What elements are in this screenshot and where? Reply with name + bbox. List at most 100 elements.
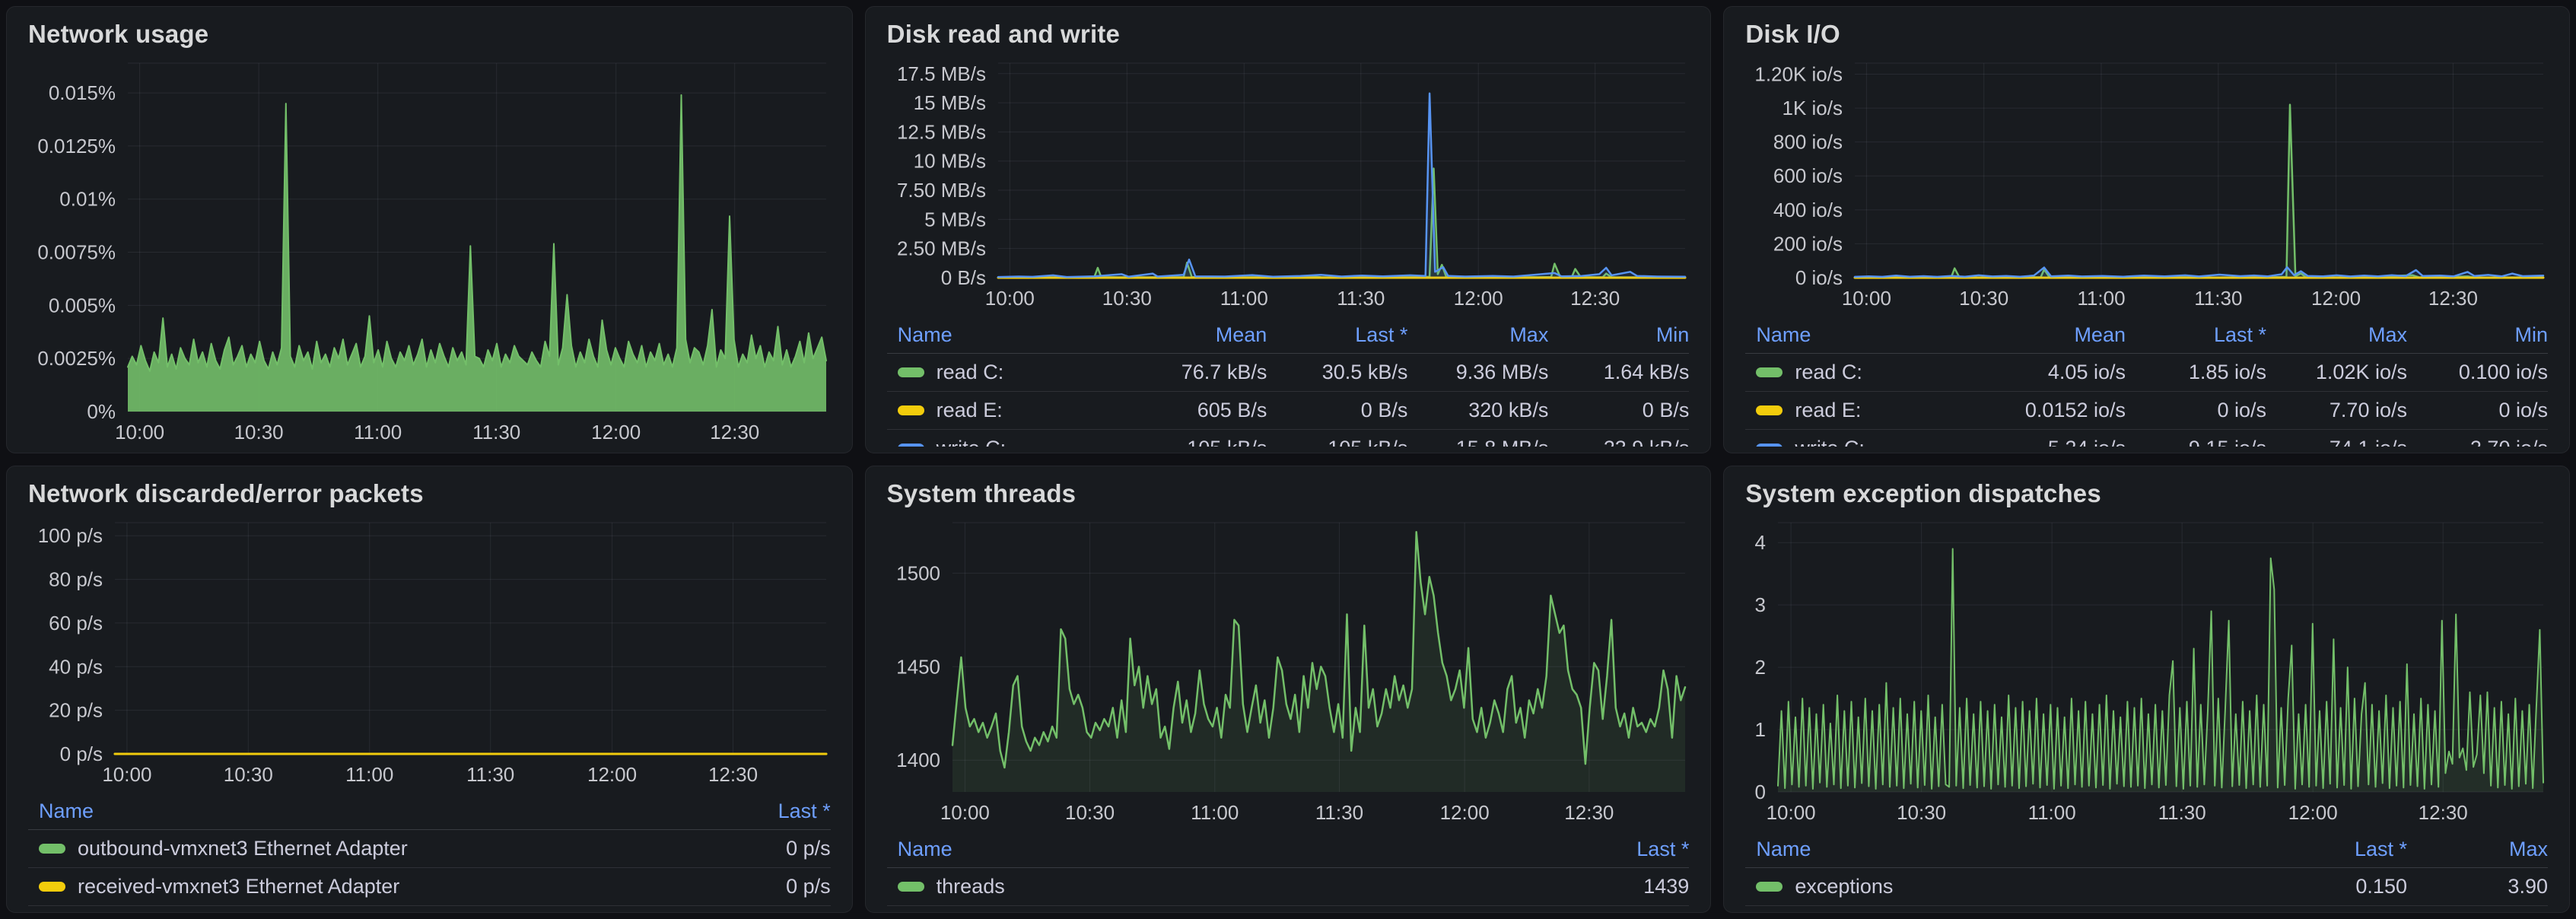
x-tick-label: 11:30 bbox=[1337, 287, 1385, 310]
y-tick-label: 1.20K io/s bbox=[1755, 62, 1843, 85]
legend-column-name[interactable]: Name bbox=[1756, 323, 1811, 346]
network-discarded-chart[interactable]: 0 p/s 20 p/s 40 p/s 60 p/s 80 p/s 100 p/s 10:0… bbox=[27, 515, 832, 789]
legend-column-min[interactable]: Min bbox=[2514, 323, 2548, 346]
legend-row: read E: 0.0152 io/s 0 io/s 7.70 io/s 0 io/s bbox=[1745, 392, 2548, 430]
x-tick-label: 10:30 bbox=[224, 763, 273, 786]
chart-canvas: 0 B/s 2.50 MB/s 5 MB/s 7.50 MB/s 10 MB/s 12.5… bbox=[897, 62, 1687, 310]
system-threads-chart[interactable]: 1400 1450 1500 10:00 10:30 11:00 11:30 12:00 12:… bbox=[886, 515, 1691, 827]
y-tick-label: 3 bbox=[1755, 593, 1766, 616]
panel-title[interactable]: System threads bbox=[886, 479, 1077, 507]
y-tick-label: 4 bbox=[1755, 531, 1766, 554]
y-tick-label: 2 bbox=[1755, 656, 1766, 679]
legend-column-last[interactable]: Last * bbox=[2213, 323, 2266, 346]
chart-canvas: 0 p/s 20 p/s 40 p/s 60 p/s 80 p/s 100 p/s 10:0… bbox=[38, 522, 828, 786]
legend-value: 15.8 MB/s bbox=[1407, 437, 1549, 447]
network-usage-chart[interactable]: 0% 0.0025% 0.005% 0.0075% 0.01% 0.0125% 0.015%… bbox=[27, 56, 832, 447]
panel-system-exception-dispatches: System exception dispatches 0 1 2 3 4 10:00 10… bbox=[1723, 466, 2570, 913]
x-tick-label: 12:30 bbox=[1564, 801, 1614, 824]
x-tick-label: 11:00 bbox=[1220, 287, 1267, 310]
legend-series-name[interactable]: exceptions bbox=[1745, 875, 2266, 898]
legend-row: threads 1439 bbox=[886, 868, 1690, 906]
legend-header: Name Last * bbox=[886, 832, 1690, 868]
legend-column-name[interactable]: Name bbox=[39, 800, 94, 822]
legend-series-name[interactable]: outbound-vmxnet3 Ethernet Adapter bbox=[28, 837, 690, 860]
y-tick-label: 1400 bbox=[896, 749, 940, 771]
series-label: threads bbox=[936, 875, 1005, 898]
y-tick-label: 1450 bbox=[896, 655, 940, 678]
legend-column-name[interactable]: Name bbox=[897, 323, 952, 346]
series-line bbox=[127, 94, 827, 372]
legend-series-name[interactable]: read E: bbox=[887, 399, 1127, 422]
series-color-swatch-icon bbox=[1756, 444, 1783, 447]
legend-series-name[interactable]: read C: bbox=[887, 361, 1127, 384]
legend-column-min[interactable]: Min bbox=[1655, 323, 1690, 346]
panel-title[interactable]: System exception dispatches bbox=[1745, 479, 2101, 507]
legend-series-name[interactable]: threads bbox=[887, 875, 1549, 898]
legend-row: received-vmxnet3 Ethernet Adapter 0 p/s bbox=[28, 868, 831, 906]
legend-value: 0 p/s bbox=[786, 837, 831, 860]
legend-column-name[interactable]: Name bbox=[1756, 838, 1811, 860]
x-tick-label: 11:30 bbox=[2195, 287, 2243, 310]
legend-value: 0.150 bbox=[2355, 875, 2407, 898]
legend-column-last[interactable]: Last * bbox=[1355, 323, 1408, 346]
series-label: read E: bbox=[936, 399, 1003, 421]
series-color-swatch-icon bbox=[1756, 882, 1783, 892]
legend-column-max[interactable]: Max bbox=[1509, 323, 1549, 346]
legend-series-name[interactable]: write C: bbox=[1745, 437, 1985, 447]
y-tick-label: 0.0025% bbox=[37, 347, 116, 370]
series-fill bbox=[952, 532, 1685, 792]
panel-title[interactable]: Network discarded/error packets bbox=[28, 479, 424, 507]
y-tick-label: 0 io/s bbox=[1795, 266, 1843, 289]
y-tick-label: 1K io/s bbox=[1783, 97, 1843, 119]
legend-value: 9.36 MB/s bbox=[1455, 361, 1549, 383]
legend-series-name[interactable]: write C: bbox=[887, 437, 1127, 447]
legend-value: 0 B/s bbox=[1360, 399, 1408, 421]
x-tick-label: 10:30 bbox=[234, 421, 284, 444]
panel-title[interactable]: Network usage bbox=[28, 20, 209, 48]
legend-value: 9.15 io/s bbox=[2126, 437, 2266, 447]
y-tick-label: 7.50 MB/s bbox=[897, 179, 986, 202]
legend-value: 2.70 io/s bbox=[2407, 437, 2548, 447]
series-label: read C: bbox=[1795, 361, 1862, 383]
legend-column-mean[interactable]: Mean bbox=[1215, 323, 1267, 346]
legend-column-last[interactable]: Last * bbox=[778, 800, 831, 822]
panel-title[interactable]: Disk read and write bbox=[886, 20, 1121, 48]
x-tick-label: 10:30 bbox=[1065, 801, 1115, 824]
legend-column-max[interactable]: Max bbox=[2368, 323, 2407, 346]
legend-row: write C: 5.24 io/s9.15 io/s74.1 io/s2.70 … bbox=[1745, 430, 2548, 447]
legend-value: 4.05 io/s bbox=[2047, 361, 2126, 383]
series-line bbox=[997, 167, 1686, 278]
legend-value: 1.64 kB/s bbox=[1603, 361, 1690, 383]
legend-header: Name Mean Last * Max Min bbox=[886, 317, 1690, 354]
legend: Name Mean Last * Max Min read C: 4.05 io/s 1.85… bbox=[1744, 313, 2549, 447]
series-label: read C: bbox=[936, 361, 1004, 383]
x-tick-label: 11:00 bbox=[1191, 801, 1239, 824]
panel-title[interactable]: Disk I/O bbox=[1745, 20, 1840, 48]
y-tick-label: 0 bbox=[1755, 781, 1766, 803]
disk-read-write-chart[interactable]: 0 B/s 2.50 MB/s 5 MB/s 7.50 MB/s 10 MB/s 12.5… bbox=[886, 56, 1691, 313]
y-tick-label: 0.01% bbox=[59, 188, 116, 211]
system-exceptions-chart[interactable]: 0 1 2 3 4 10:00 10:30 11:00 11:30 12:00 12:30 bbox=[1744, 515, 2549, 827]
legend-column-last[interactable]: Last * bbox=[2354, 838, 2407, 860]
legend: Name Mean Last * Max Min read C: 76.7 kB/s 30.5… bbox=[886, 313, 1691, 447]
legend-column-mean[interactable]: Mean bbox=[2074, 323, 2126, 346]
legend-series-name[interactable]: read E: bbox=[1745, 399, 1985, 422]
legend-column-last[interactable]: Last * bbox=[1636, 838, 1690, 860]
y-tick-label: 0% bbox=[87, 400, 116, 423]
series-line bbox=[1854, 103, 2545, 279]
legend-column-max[interactable]: Max bbox=[2508, 838, 2548, 860]
disk-io-chart[interactable]: 0 io/s 200 io/s 400 io/s 600 io/s 800 io/s 1K… bbox=[1744, 56, 2549, 313]
legend-value: 74.1 io/s bbox=[2266, 437, 2407, 447]
series-label: read E: bbox=[1795, 399, 1862, 421]
legend-value: 5.24 io/s bbox=[1985, 437, 2126, 447]
x-tick-label: 12:00 bbox=[1439, 801, 1489, 824]
legend-series-name[interactable]: read C: bbox=[1745, 361, 1985, 384]
y-tick-label: 0.0075% bbox=[37, 241, 116, 264]
legend-column-name[interactable]: Name bbox=[897, 838, 952, 860]
series-label: outbound-vmxnet3 Ethernet Adapter bbox=[78, 837, 408, 860]
y-tick-label: 0 p/s bbox=[60, 743, 103, 765]
y-tick-label: 12.5 MB/s bbox=[897, 120, 986, 143]
y-tick-label: 0 B/s bbox=[940, 266, 985, 289]
series-color-swatch-icon bbox=[897, 367, 924, 377]
legend-series-name[interactable]: received-vmxnet3 Ethernet Adapter bbox=[28, 875, 690, 898]
